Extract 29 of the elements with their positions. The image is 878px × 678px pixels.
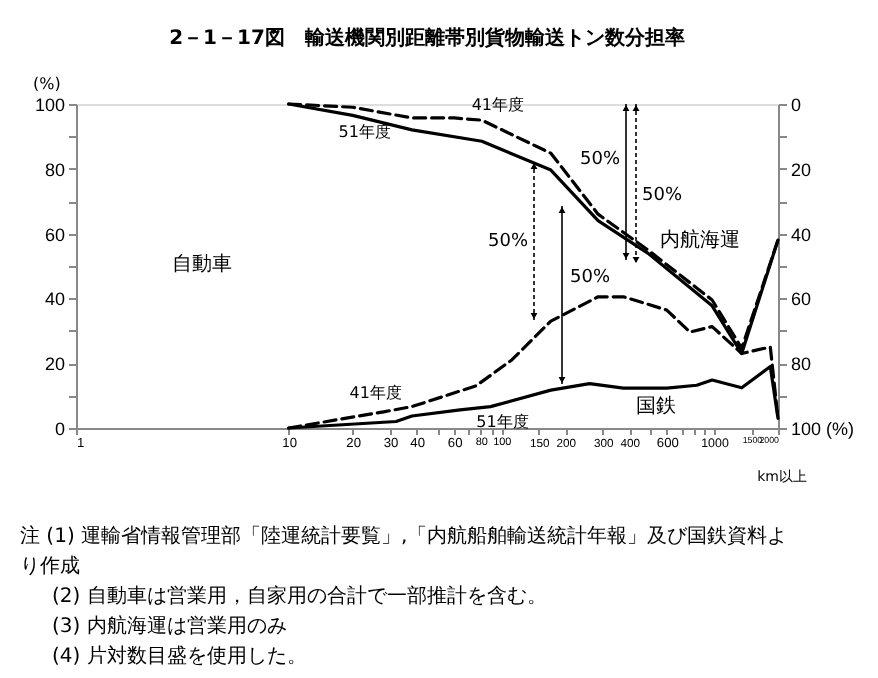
y-tick-label: 40 xyxy=(44,289,65,310)
y2-tick-label: 0 xyxy=(791,95,802,115)
text: 注 (1) 運輸省情報管理部「陸運統計要覧」,「内航船舶輸送統計年報」及び国鉄資料より作成 xyxy=(20,524,788,578)
annotation: 50% xyxy=(487,232,529,252)
y-axis-title: (%) xyxy=(33,75,61,93)
series-label: 41年度 xyxy=(471,96,525,115)
y-tick-label: 60 xyxy=(44,224,65,245)
y-tick-label: 100 xyxy=(34,95,65,115)
y-tick-label: 0 xyxy=(54,419,65,439)
y-tick-label: 80 xyxy=(44,159,65,180)
text: (2) 自動車は営業用，自家用の合計で一部推計を含む。 xyxy=(52,584,547,608)
annotation: 自動車 xyxy=(172,252,232,276)
text: (4) 片対数目盛を使用した。 xyxy=(52,644,307,668)
annotation: 50% xyxy=(641,186,683,206)
annotation: 国鉄 xyxy=(636,394,676,418)
annotation: 内航海運 xyxy=(660,228,740,252)
text: (3) 内航海運は営業用のみ xyxy=(52,614,287,638)
series-label: 41年度 xyxy=(349,383,402,402)
series-label: 51年度 xyxy=(338,123,391,142)
y-tick-label: 20 xyxy=(44,354,65,375)
y2-tick-label: 60 xyxy=(791,289,812,310)
y2-tick-label: 100 (%) xyxy=(791,419,855,439)
y2-tick-label: 40 xyxy=(791,224,812,245)
annotation: 50% xyxy=(569,268,611,288)
series-label: 51年度 xyxy=(476,412,529,431)
annotation: 50% xyxy=(579,150,621,170)
y2-tick-label: 20 xyxy=(791,159,812,180)
chart-title: 2－1－17図 輸送機関別距離帯別貨物輸送トン数分担率 xyxy=(169,26,685,50)
y2-tick-label: 80 xyxy=(791,354,812,375)
